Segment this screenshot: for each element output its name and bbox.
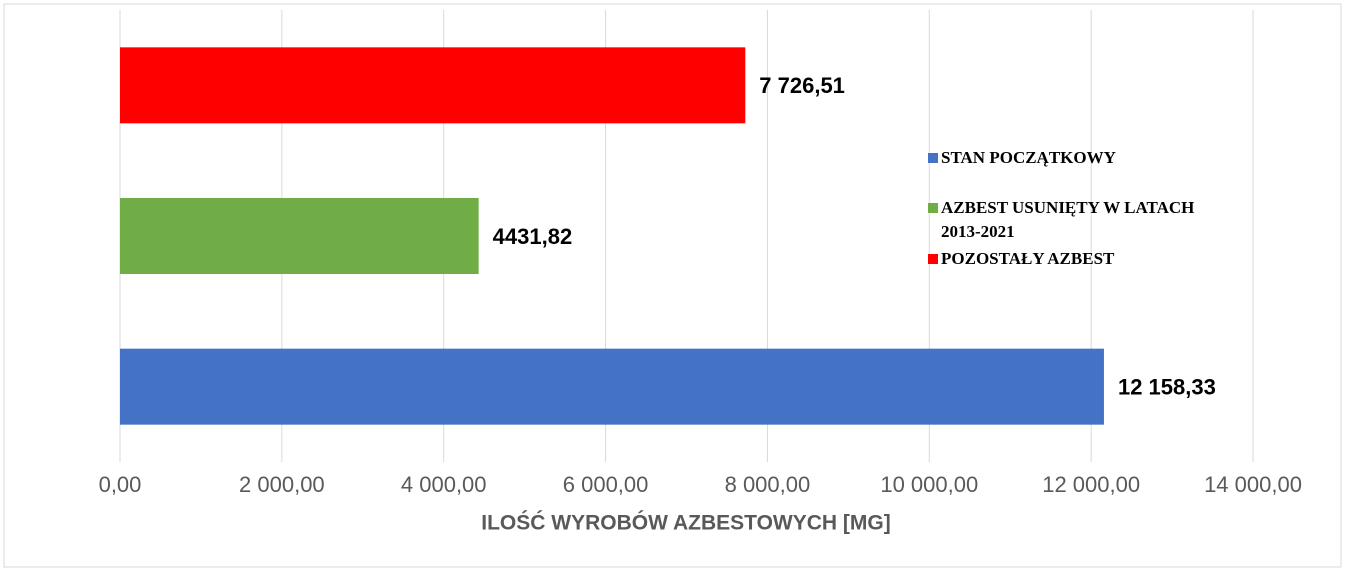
x-tick-label: 10 000,00 bbox=[880, 472, 978, 497]
x-tick-label: 2 000,00 bbox=[239, 472, 325, 497]
legend-label: POZOSTAŁY AZBEST bbox=[941, 249, 1115, 268]
x-tick-label: 4 000,00 bbox=[401, 472, 487, 497]
legend-item: AZBEST USUNIĘTY W LATACH 2013-2021 bbox=[928, 196, 1218, 244]
x-axis-title: ILOŚĆ WYROBÓW AZBESTOWYCH [MG] bbox=[481, 511, 890, 535]
x-tick-label: 6 000,00 bbox=[563, 472, 649, 497]
data-label: 7 726,51 bbox=[759, 73, 845, 98]
x-tick-label: 0,00 bbox=[99, 472, 142, 497]
data-label: 4431,82 bbox=[493, 224, 573, 249]
x-tick-label: 14 000,00 bbox=[1204, 472, 1302, 497]
x-tick-label: 12 000,00 bbox=[1042, 472, 1140, 497]
x-tick-label: 8 000,00 bbox=[725, 472, 811, 497]
bar bbox=[120, 47, 746, 124]
legend-label: AZBEST USUNIĘTY W LATACH 2013-2021 bbox=[941, 198, 1195, 241]
legend-swatch bbox=[928, 254, 938, 264]
legend-swatch bbox=[928, 203, 938, 213]
data-label: 12 158,33 bbox=[1118, 374, 1216, 399]
legend-label: STAN POCZĄTKOWY bbox=[941, 148, 1116, 167]
legend-item: POZOSTAŁY AZBEST bbox=[928, 247, 1218, 271]
legend-swatch bbox=[928, 153, 938, 163]
bar bbox=[120, 348, 1104, 425]
legend: STAN POCZĄTKOWY AZBEST USUNIĘTY W LATACH … bbox=[928, 146, 1218, 274]
legend-item: STAN POCZĄTKOWY bbox=[928, 146, 1218, 170]
bar bbox=[120, 198, 479, 274]
chart-border bbox=[3, 3, 1342, 568]
